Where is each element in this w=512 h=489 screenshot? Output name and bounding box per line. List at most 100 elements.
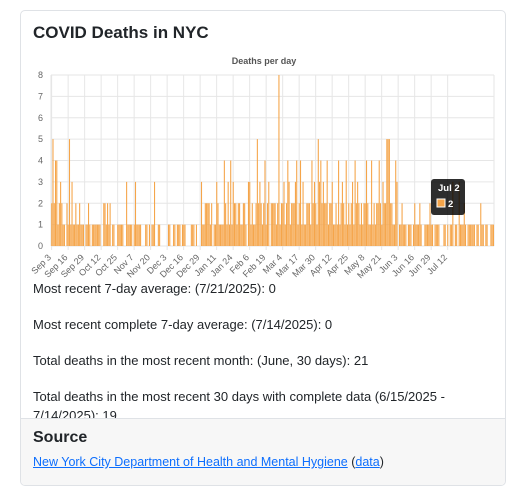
bar[interactable] [173,224,175,246]
bar[interactable] [376,203,378,246]
bar[interactable] [343,203,345,246]
bar[interactable] [386,139,388,246]
bar[interactable] [54,160,57,247]
bar[interactable] [275,224,277,246]
bar[interactable] [430,224,432,246]
bar[interactable] [291,203,293,246]
bar[interactable] [154,181,156,246]
bar[interactable] [365,160,368,247]
bar[interactable] [157,224,159,246]
bar[interactable] [286,203,288,246]
bar[interactable] [136,224,138,246]
bar[interactable] [181,224,184,246]
bar[interactable] [249,181,251,246]
bar[interactable] [96,224,98,246]
bar[interactable] [459,224,461,246]
bar[interactable] [332,224,335,246]
bar[interactable] [216,181,218,246]
bar[interactable] [244,203,246,246]
bar[interactable] [307,203,309,246]
bar[interactable] [317,139,319,246]
bar[interactable] [481,224,483,246]
bar[interactable] [218,224,220,246]
bar[interactable] [353,224,355,246]
bar[interactable] [321,203,323,246]
bar[interactable] [289,224,291,246]
bar[interactable] [404,224,406,246]
bar[interactable] [58,203,60,246]
bar[interactable] [204,203,206,246]
bar[interactable] [429,203,431,246]
bar[interactable] [74,224,76,246]
bar[interactable] [358,203,360,246]
bar[interactable] [461,224,463,246]
bar[interactable] [473,224,475,246]
bar[interactable] [348,203,350,246]
bar[interactable] [227,181,229,246]
bar[interactable] [468,224,470,246]
bar[interactable] [209,224,211,246]
bar[interactable] [103,203,105,246]
bar[interactable] [326,160,328,247]
bar[interactable] [178,224,180,246]
bar[interactable] [63,224,65,246]
bar[interactable] [231,224,233,246]
bar[interactable] [322,181,324,246]
bar[interactable] [330,203,332,246]
bar[interactable] [335,203,337,246]
bar[interactable] [354,160,356,247]
bar[interactable] [379,203,382,246]
bar[interactable] [292,203,294,246]
bar[interactable] [486,224,488,246]
bar[interactable] [449,224,451,246]
bar[interactable] [294,181,296,246]
bar[interactable] [265,224,267,246]
bar[interactable] [425,224,427,246]
bar[interactable] [312,203,314,246]
bar[interactable] [349,224,351,246]
bar[interactable] [364,203,366,246]
bar[interactable] [270,203,272,246]
bar[interactable] [133,224,135,246]
bar[interactable] [51,203,53,246]
bar[interactable] [57,224,59,246]
bar[interactable] [391,203,393,246]
bar[interactable] [316,224,318,246]
bar[interactable] [217,203,219,246]
bar[interactable] [396,181,398,246]
bar[interactable] [167,224,170,246]
bar[interactable] [108,224,110,246]
bar[interactable] [296,160,298,247]
bar[interactable] [254,224,256,246]
bar[interactable] [138,224,140,246]
bar[interactable] [207,203,209,246]
bar[interactable] [146,224,148,246]
bar[interactable] [288,181,290,246]
bar[interactable] [273,203,275,246]
bar[interactable] [378,160,380,247]
bar[interactable] [61,203,63,246]
bar[interactable] [105,224,107,246]
bar[interactable] [214,224,217,246]
bar[interactable] [140,224,142,246]
bar[interactable] [128,224,130,246]
bar[interactable] [480,203,482,246]
bar[interactable] [485,224,487,246]
bar[interactable] [145,224,147,246]
bar[interactable] [467,224,469,246]
bar[interactable] [76,224,78,246]
bar[interactable] [447,224,449,246]
bar[interactable] [253,224,255,246]
bar[interactable] [131,224,133,246]
bar[interactable] [80,224,82,246]
bar[interactable] [266,203,269,246]
bar[interactable] [360,203,362,246]
bar[interactable] [424,224,426,246]
bar[interactable] [377,203,379,246]
bar[interactable] [426,224,428,246]
bar[interactable] [357,181,359,246]
bar[interactable] [118,224,120,246]
bar[interactable] [121,224,123,246]
bar[interactable] [435,224,437,246]
bar[interactable] [477,224,479,246]
